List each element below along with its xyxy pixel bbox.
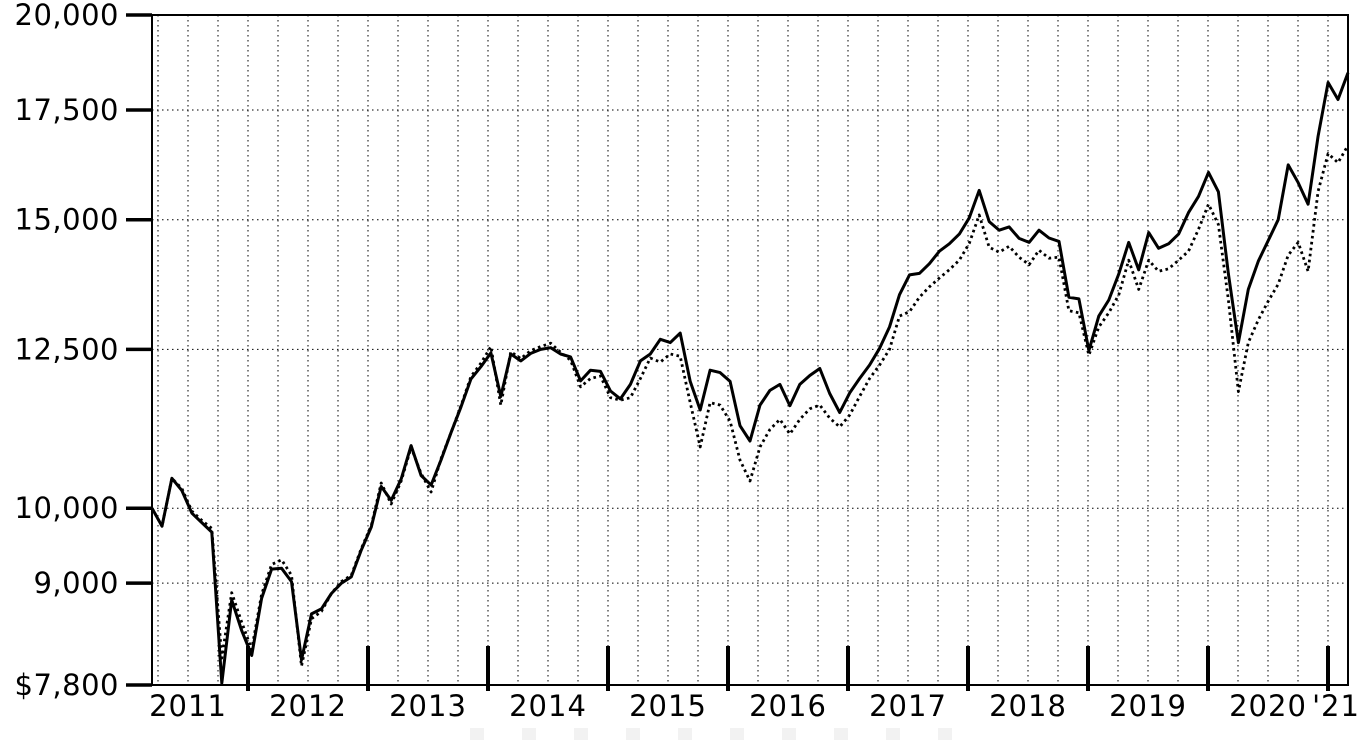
- x-axis-year-label: 2015: [629, 689, 707, 723]
- x-axis-year-label: 2019: [1109, 689, 1187, 723]
- y-axis-label: 20,000: [15, 0, 119, 32]
- x-axis-year-label: 2012: [269, 689, 347, 723]
- y-axis-label: 15,000: [15, 203, 119, 237]
- y-axis-label: $7,800: [15, 668, 119, 702]
- dotted-series-line: [150, 144, 1350, 668]
- y-axis-label: 17,500: [15, 93, 119, 127]
- x-axis-year-label: 2020: [1229, 689, 1307, 723]
- x-axis-year-label: 2018: [989, 689, 1067, 723]
- y-axis-label: 10,000: [15, 491, 119, 525]
- x-axis-year-label: 2016: [749, 689, 827, 723]
- x-axis-year-label: 2011: [149, 689, 227, 723]
- solid-series-line: [150, 72, 1350, 685]
- y-axis-label: 12,500: [15, 332, 119, 366]
- x-axis-final-label: '21: [1312, 689, 1360, 723]
- cropped-caption-remnant: [470, 728, 970, 740]
- x-axis-year-label: 2014: [509, 689, 587, 723]
- x-axis-year-label: 2013: [389, 689, 467, 723]
- x-axis-year-label: 2017: [869, 689, 947, 723]
- y-axis-label: 9,000: [33, 566, 119, 600]
- plot-border: [151, 14, 1349, 686]
